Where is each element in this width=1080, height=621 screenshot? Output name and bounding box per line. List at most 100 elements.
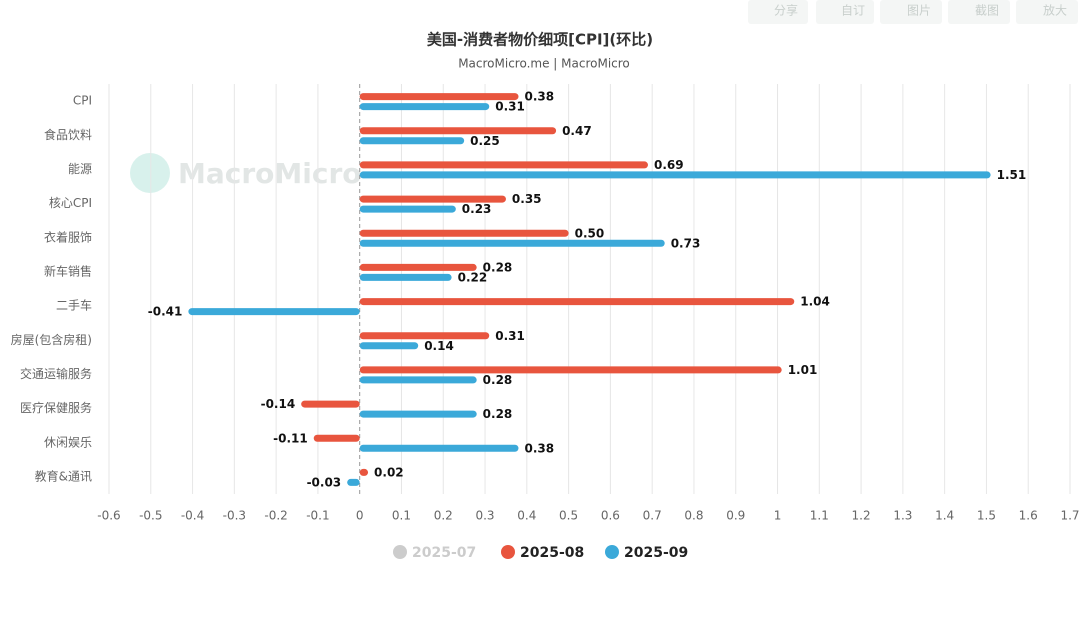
- value-label: 1.04: [800, 295, 830, 309]
- x-tick-label: -0.2: [264, 509, 287, 523]
- y-tick-label: 房屋(包含房租): [11, 332, 92, 347]
- x-tick-label: 1.7: [1060, 509, 1079, 523]
- x-tick-label: 1.3: [893, 509, 912, 523]
- x-tick-label: 0.5: [559, 509, 578, 523]
- bar: [359, 332, 490, 340]
- value-label: 0.22: [458, 270, 488, 284]
- x-tick-label: 0.2: [434, 509, 453, 523]
- value-label: 0.28: [483, 407, 513, 421]
- button-bg: [1016, 0, 1078, 24]
- bar: [188, 308, 360, 316]
- x-tick-label: 1.2: [852, 509, 871, 523]
- bar: [359, 468, 369, 476]
- y-tick-label: CPI: [73, 94, 92, 108]
- x-tick-label: 0.3: [475, 509, 494, 523]
- button-label: 放大: [1043, 3, 1067, 18]
- watermark-text: MacroMicro: [178, 157, 362, 190]
- bar: [359, 195, 506, 203]
- button-label: 分享: [774, 3, 798, 18]
- x-tick-label: 0.6: [601, 509, 620, 523]
- bar: [359, 239, 665, 247]
- value-label: 0.25: [470, 134, 500, 148]
- x-tick-label: 1: [774, 509, 782, 523]
- bar: [347, 478, 360, 486]
- value-label: 1.01: [788, 363, 818, 377]
- x-tick-label: -0.5: [139, 509, 162, 523]
- y-tick-label: 衣着服饰: [44, 229, 92, 244]
- bar: [359, 298, 795, 306]
- y-tick-label: 休闲娱乐: [44, 435, 92, 449]
- x-tick-label: -0.1: [306, 509, 329, 523]
- x-tick-label: 0.8: [684, 509, 703, 523]
- y-tick-label: 食品饮料: [44, 127, 92, 142]
- button-label: 截图: [975, 4, 999, 18]
- bar: [359, 366, 782, 374]
- x-tick-label: 1.4: [935, 509, 954, 523]
- value-label: 0.31: [495, 100, 525, 114]
- value-label: 0.02: [374, 465, 404, 479]
- value-label: -0.41: [148, 305, 183, 319]
- bar: [359, 137, 465, 145]
- legend-label: 2025-09: [624, 545, 688, 561]
- y-tick-label: 二手车: [56, 298, 92, 313]
- bar: [301, 400, 360, 408]
- bar: [359, 444, 519, 452]
- value-label: 0.50: [575, 226, 605, 240]
- bar: [359, 171, 991, 179]
- value-label: 0.69: [654, 158, 684, 172]
- x-tick-label: 0: [356, 509, 364, 523]
- toolbar-button[interactable]: 截图: [948, 0, 1010, 24]
- toolbar-button[interactable]: 放大: [1016, 0, 1078, 24]
- bar: [359, 263, 477, 271]
- x-tick-label: 0.7: [643, 509, 662, 523]
- value-label: 0.31: [495, 329, 525, 343]
- watermark: MacroMicro: [130, 153, 362, 193]
- y-tick-label: 核心CPI: [49, 196, 92, 210]
- button-bg: [816, 0, 874, 24]
- y-tick-label: 医疗保健服务: [20, 400, 92, 415]
- value-label: 0.38: [524, 90, 554, 104]
- bar: [359, 161, 648, 169]
- value-label: 0.14: [424, 339, 454, 353]
- value-label: -0.03: [307, 475, 342, 489]
- button-label: 自订: [841, 4, 865, 18]
- x-tick-label: 1.1: [810, 509, 829, 523]
- button-label: 图片: [907, 4, 931, 18]
- button-bg: [948, 0, 1010, 24]
- value-label: -0.11: [273, 431, 308, 445]
- value-label: 0.35: [512, 192, 542, 206]
- bar: [359, 229, 569, 237]
- y-tick-label: 能源: [68, 162, 92, 176]
- x-tick-label: -0.4: [181, 509, 204, 523]
- y-tick-label: 教育&通讯: [35, 468, 92, 483]
- value-label: 0.28: [483, 260, 513, 274]
- legend-label: 2025-08: [520, 545, 584, 561]
- bar: [359, 127, 557, 135]
- value-label: 0.47: [562, 124, 592, 138]
- toolbar-button[interactable]: 图片: [880, 0, 942, 24]
- toolbar-button[interactable]: 自订: [816, 0, 874, 24]
- y-tick-label: 交通运输服务: [20, 366, 92, 381]
- toolbar-button[interactable]: 分享: [748, 0, 808, 24]
- x-tick-label: 0.1: [392, 509, 411, 523]
- bar: [359, 376, 477, 384]
- value-label: 1.51: [997, 168, 1027, 182]
- value-label: 0.38: [524, 441, 554, 455]
- bar: [359, 273, 452, 281]
- x-tick-label: 0.4: [517, 509, 536, 523]
- chart-title: 美国-消费者物价细项[CPI](环比): [427, 31, 653, 49]
- bar: [359, 205, 456, 213]
- y-tick-label: 新车销售: [44, 263, 92, 278]
- x-tick-label: 0.9: [726, 509, 745, 523]
- button-bg: [880, 0, 942, 24]
- value-label: 0.28: [483, 373, 513, 387]
- value-label: 0.23: [462, 202, 492, 216]
- x-tick-label: -0.3: [223, 509, 246, 523]
- chart-subtitle: MacroMicro.me | MacroMicro: [458, 57, 630, 71]
- bar: [359, 93, 519, 101]
- value-label: -0.14: [261, 397, 296, 411]
- legend-marker: [393, 545, 407, 559]
- bar: [359, 103, 490, 111]
- button-bg: [748, 0, 808, 24]
